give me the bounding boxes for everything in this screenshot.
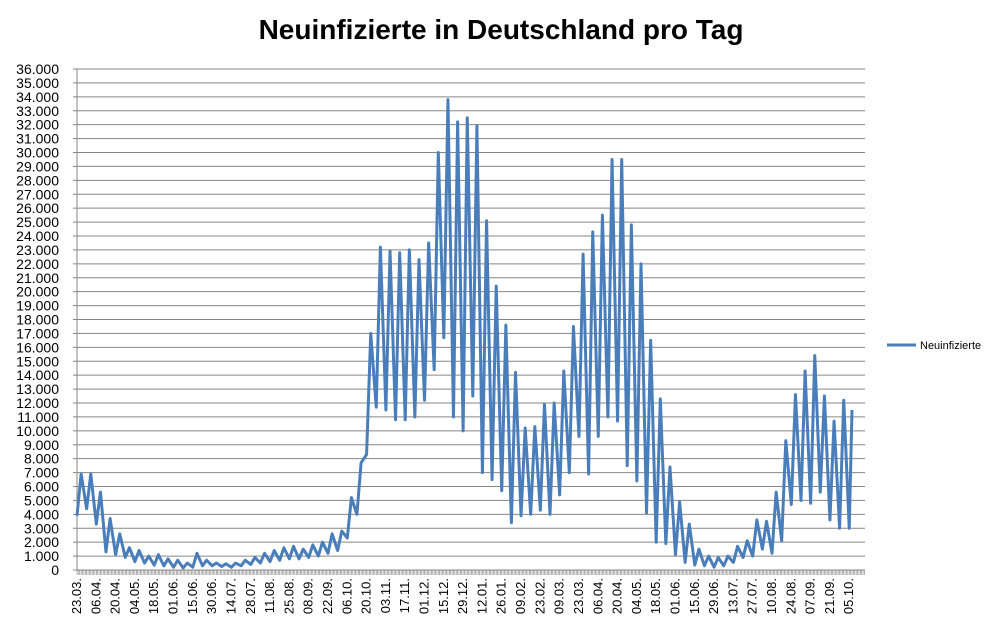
y-tick-label: 16.000 xyxy=(16,339,59,355)
y-tick-label: 17.000 xyxy=(16,325,59,341)
x-tick-label: 28.07. xyxy=(243,578,258,614)
x-tick-label: 21.09. xyxy=(822,578,837,614)
y-tick-label: 27.000 xyxy=(16,186,59,202)
y-tick-label: 4.000 xyxy=(24,506,59,522)
y-tick-label: 26.000 xyxy=(16,200,59,216)
y-tick-label: 3.000 xyxy=(24,520,59,536)
y-tick-label: 6.000 xyxy=(24,479,59,495)
x-tick-label: 07.09. xyxy=(803,578,818,614)
y-tick-label: 22.000 xyxy=(16,256,59,272)
y-tick-label: 1.000 xyxy=(24,548,59,564)
y-tick-label: 5.000 xyxy=(24,492,59,508)
y-tick-label: 12.000 xyxy=(16,395,59,411)
legend-label: Neuinfizierte xyxy=(920,340,981,352)
y-tick-label: 29.000 xyxy=(16,158,59,174)
x-tick-label: 23.03. xyxy=(69,578,84,614)
x-tick-label: 20.04. xyxy=(108,578,123,614)
x-tick-label: 15.12. xyxy=(436,578,451,614)
x-tick-label: 20.10. xyxy=(359,578,374,614)
y-tick-label: 33.000 xyxy=(16,103,59,119)
y-tick-label: 25.000 xyxy=(16,214,59,230)
x-tick-label: 09.03. xyxy=(552,578,567,614)
x-tick-label: 06.04. xyxy=(88,578,103,614)
x-tick-label: 26.01. xyxy=(494,578,509,614)
y-tick-label: 36.000 xyxy=(16,61,59,77)
x-tick-label: 29.06. xyxy=(706,578,721,614)
x-tick-label: 27.07. xyxy=(745,578,760,614)
x-tick-label: 13.07. xyxy=(725,578,740,614)
x-tick-label: 11.08. xyxy=(262,578,277,613)
y-tick-label: 30.000 xyxy=(16,145,59,161)
y-tick-label: 8.000 xyxy=(24,451,59,467)
series-line-neuinfizierte xyxy=(75,98,854,570)
x-tick-label: 20.04. xyxy=(610,578,625,614)
y-tick-label: 24.000 xyxy=(16,228,59,244)
x-tick-label: 17.11. xyxy=(397,578,412,613)
y-tick-label: 14.000 xyxy=(16,367,59,383)
y-tick-label: 31.000 xyxy=(16,131,59,147)
x-tick-label: 10.08. xyxy=(764,578,779,614)
x-tick-label: 18.05. xyxy=(146,578,161,614)
y-tick-label: 9.000 xyxy=(24,437,59,453)
x-tick-label: 01.06. xyxy=(166,578,181,614)
y-tick-label: 34.000 xyxy=(16,89,59,105)
x-tick-label: 06.10. xyxy=(339,578,354,614)
y-tick-label: 35.000 xyxy=(16,75,59,91)
x-tick-label: 12.01. xyxy=(474,578,489,614)
x-tick-label: 08.09. xyxy=(301,578,316,614)
y-tick-label: 15.000 xyxy=(16,353,59,369)
x-tick-label: 24.08. xyxy=(783,578,798,614)
y-tick-label: 18.000 xyxy=(16,312,59,328)
y-tick-label: 23.000 xyxy=(16,242,59,258)
x-tick-label: 09.02. xyxy=(513,578,528,614)
y-tick-label: 7.000 xyxy=(24,465,59,481)
x-tick-label: 14.07. xyxy=(223,578,238,614)
y-tick-label: 2.000 xyxy=(24,534,59,550)
x-tick-label: 29.12. xyxy=(455,578,470,614)
y-tick-label: 11.000 xyxy=(17,409,59,425)
x-tick-label: 06.04. xyxy=(590,578,605,614)
y-tick-label: 20.000 xyxy=(16,284,59,300)
y-tick-label: 10.000 xyxy=(16,423,59,439)
y-tick-label: 0 xyxy=(51,562,59,578)
x-tick-label: 22.09. xyxy=(320,578,335,614)
x-tick-label: 01.06. xyxy=(667,578,682,614)
x-tick-label: 01.12. xyxy=(417,578,432,614)
x-tick-label: 04.05. xyxy=(127,578,142,614)
x-tick-label: 23.02. xyxy=(532,578,547,614)
x-tick-label: 30.06. xyxy=(204,578,219,614)
x-tick-label: 25.08. xyxy=(281,578,296,614)
x-tick-label: 15.06. xyxy=(687,578,702,614)
x-tick-label: 18.05. xyxy=(648,578,663,614)
x-tick-label: 15.06. xyxy=(185,578,200,614)
chart-title: Neuinfizierte in Deutschland pro Tag xyxy=(258,14,744,45)
x-tick-label: 23.03. xyxy=(571,578,586,614)
y-tick-label: 21.000 xyxy=(16,270,59,286)
x-tick-label: 05.10. xyxy=(841,578,856,614)
y-tick-label: 19.000 xyxy=(16,298,59,314)
y-tick-label: 13.000 xyxy=(16,381,59,397)
y-tick-label: 28.000 xyxy=(16,172,59,188)
y-tick-label: 32.000 xyxy=(16,117,59,133)
x-tick-label: 03.11. xyxy=(378,578,393,613)
x-tick-label: 04.05. xyxy=(629,578,644,614)
